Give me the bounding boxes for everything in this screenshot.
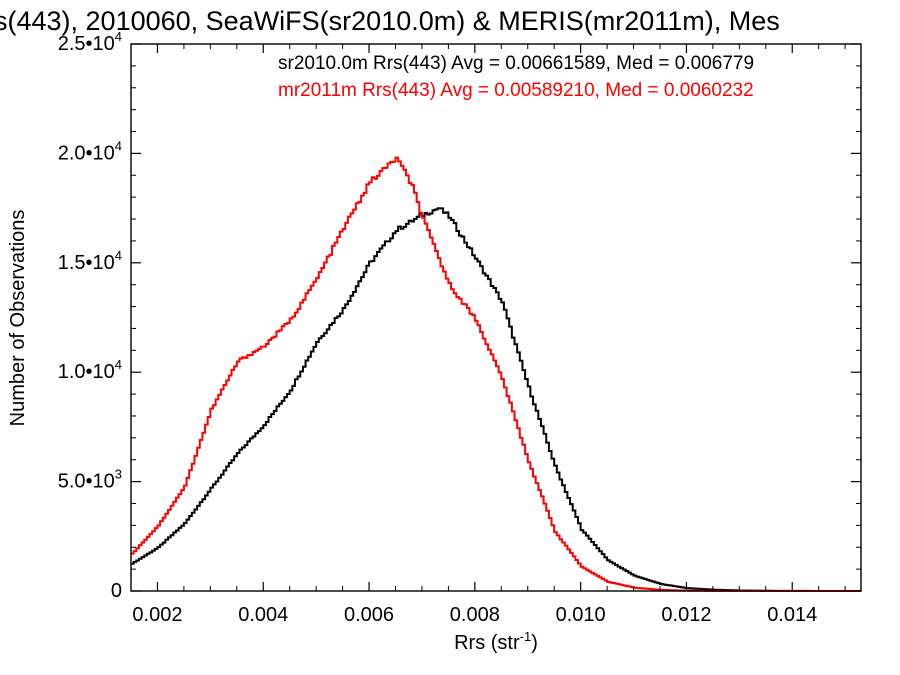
- x-axis-label: Rrs (str-1): [454, 629, 538, 654]
- y-tick-mantissa: 5.0•10: [58, 471, 115, 493]
- y-tick-mantissa: 0: [111, 580, 122, 602]
- y-tick-mantissa: 2.0•10: [58, 142, 115, 164]
- x-tick-label: 0.006: [344, 604, 394, 626]
- plot-frame: [130, 43, 862, 592]
- y-tick-label: 5.0•103: [58, 467, 122, 493]
- x-tick-label: 0.004: [238, 604, 288, 626]
- x-axis-label-close: ): [531, 632, 538, 654]
- y-tick-label: 2.5•104: [58, 29, 122, 55]
- y-tick-exponent: 4: [115, 29, 122, 44]
- x-tick-label: 0.010: [556, 604, 606, 626]
- x-axis-label-sup: -1: [520, 629, 532, 644]
- x-tick-label: 0.012: [661, 604, 711, 626]
- y-tick-exponent: 4: [115, 138, 122, 153]
- x-axis-label-main: Rrs (str: [454, 632, 520, 654]
- legend-mr2011-stats: mr2011m Rrs(443) Avg = 0.00589210, Med =…: [278, 80, 754, 101]
- x-tick-label: 0.014: [767, 604, 817, 626]
- y-axis-label: Number of Observations: [7, 210, 29, 427]
- x-tick-label: 0.008: [450, 604, 500, 626]
- y-tick-label: 0: [111, 580, 122, 602]
- legend-sr2010-stats: sr2010.0m Rrs(443) Avg = 0.00661589, Med…: [278, 53, 754, 74]
- y-tick-label: 1.0•104: [58, 357, 122, 383]
- y-tick-mantissa: 1.0•10: [58, 361, 115, 383]
- y-tick-exponent: 4: [115, 357, 122, 372]
- chart-title: s(443), 2010060, SeaWiFS(sr2010.0m) & ME…: [0, 6, 780, 36]
- y-tick-label: 2.0•104: [58, 138, 122, 164]
- ticks-layer: 0.002 0.004 0.006 0.008 0.010 0.012 0.014 0 5.0•…: [58, 29, 861, 626]
- y-tick-mantissa: 1.5•10: [58, 252, 115, 274]
- y-tick-mantissa: 2.5•10: [58, 33, 115, 55]
- x-tick-label: 0.002: [132, 604, 182, 626]
- y-tick-exponent: 4: [115, 248, 122, 263]
- y-tick-exponent: 3: [115, 467, 122, 482]
- y-tick-label: 1.5•104: [58, 248, 122, 274]
